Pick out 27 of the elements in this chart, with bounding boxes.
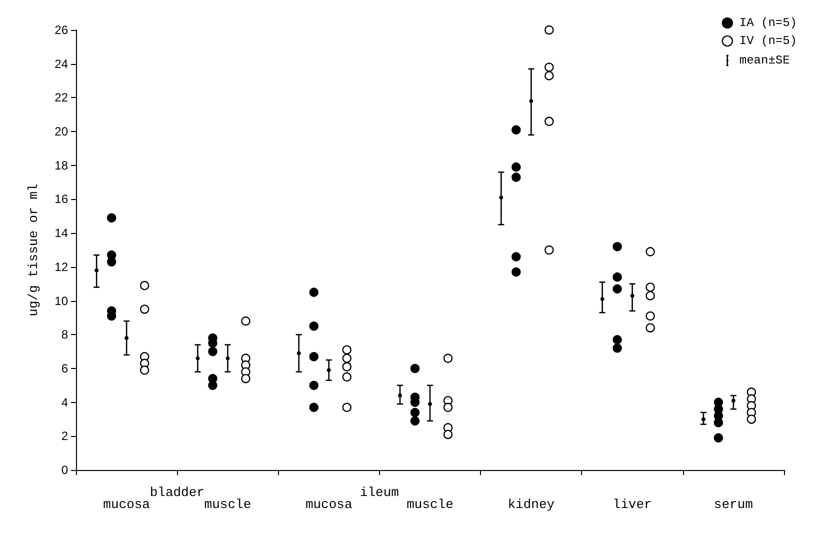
- x-tick-label: kidney: [508, 497, 555, 512]
- legend-label: IV (n=5): [739, 34, 797, 48]
- y-tick-label: 4: [61, 395, 68, 410]
- legend-label: IA (n=5): [739, 16, 797, 30]
- legend-label: mean±SE: [739, 54, 790, 68]
- y-tick-label: 0: [61, 463, 68, 477]
- y-tick-label: 22: [54, 90, 68, 105]
- y-tick-label: 12: [54, 260, 68, 274]
- y-tick-label: 14: [54, 226, 68, 240]
- x-tick-label: mucosa: [305, 497, 352, 512]
- y-axis-title: ug/g tissue or ml: [26, 183, 41, 316]
- x-tick-label: serum: [714, 497, 754, 512]
- y-tick-label: 24: [54, 56, 68, 71]
- text: bladder: [150, 485, 204, 500]
- x-tick-label: mucosa: [103, 497, 150, 512]
- x-tick-label: liver: [612, 497, 652, 512]
- x-tick-label: muscle: [406, 497, 454, 512]
- y-tick-label: 8: [61, 328, 68, 342]
- y-tick-label: 10: [54, 294, 68, 308]
- x-tick-label: muscle: [204, 497, 252, 512]
- y-tick-label: 26: [54, 23, 68, 37]
- y-tick-label: 2: [61, 429, 68, 444]
- y-tick-label: 6: [61, 361, 68, 376]
- y-tick-label: 20: [54, 124, 68, 139]
- text: ileum: [360, 485, 400, 500]
- y-tick-label: 18: [54, 158, 68, 172]
- y-tick-label: 16: [54, 192, 68, 206]
